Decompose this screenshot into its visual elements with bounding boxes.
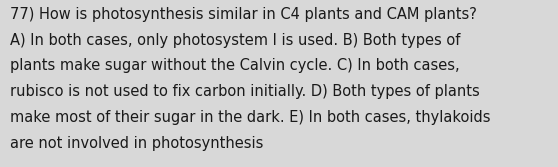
Text: plants make sugar without the Calvin cycle. C) In both cases,: plants make sugar without the Calvin cyc…: [10, 58, 460, 73]
Text: 77) How is photosynthesis similar in C4 plants and CAM plants?: 77) How is photosynthesis similar in C4 …: [10, 7, 477, 22]
Text: make most of their sugar in the dark. E) In both cases, thylakoids: make most of their sugar in the dark. E)…: [10, 110, 490, 125]
Text: rubisco is not used to fix carbon initially. D) Both types of plants: rubisco is not used to fix carbon initia…: [10, 84, 480, 99]
Text: are not involved in photosynthesis: are not involved in photosynthesis: [10, 136, 263, 151]
Text: A) In both cases, only photosystem I is used. B) Both types of: A) In both cases, only photosystem I is …: [10, 33, 460, 48]
